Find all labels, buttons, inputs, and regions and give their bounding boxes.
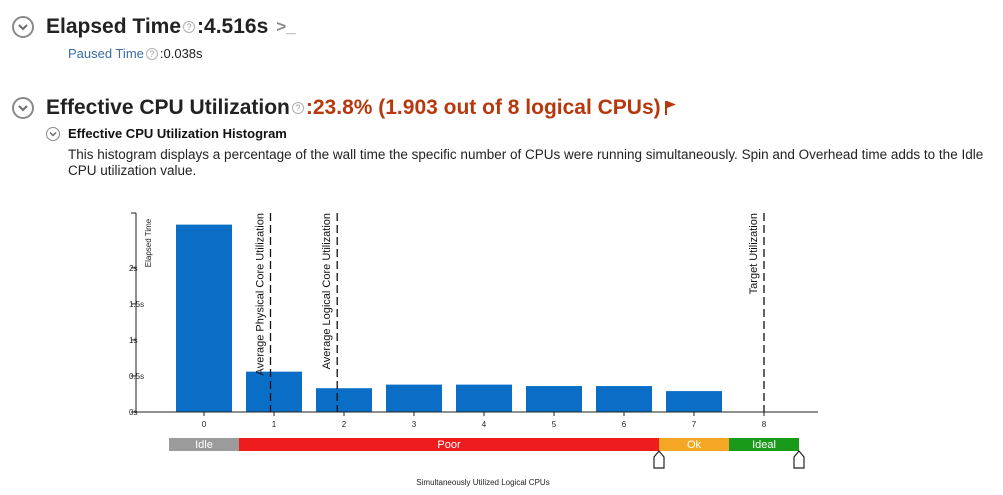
reference-line-label: Average Physical Core Utilization — [255, 213, 267, 375]
elapsed-time-title: Elapsed Time — [46, 15, 182, 38]
range-label: Poor — [437, 439, 461, 451]
elapsed-time-header: Elapsed Time ? : 4.516s >_ — [12, 15, 296, 39]
y-tick-label: 1s — [129, 336, 137, 345]
range-band-ok — [659, 438, 729, 451]
paused-time-value: 0.038s — [163, 46, 203, 61]
threshold-handle — [653, 450, 665, 469]
bar-cpu-0 — [176, 224, 232, 412]
range-band-poor — [239, 438, 659, 451]
x-tick-label: 3 — [412, 420, 417, 429]
range-label: Idle — [195, 439, 213, 451]
bar-cpu-1 — [246, 371, 302, 412]
effective-cpu-header: Effective CPU Utilization ? : 23.8% (1.9… — [12, 96, 678, 120]
y-axis-label: Elapsed Time — [144, 218, 153, 267]
paused-time-label[interactable]: Paused Time — [68, 46, 144, 61]
elapsed-separator: : — [197, 15, 205, 38]
effective-cpu-title: Effective CPU Utilization — [46, 96, 290, 119]
bar-cpu-3 — [386, 384, 442, 412]
y-tick-label: 1.5s — [129, 300, 144, 309]
bar-cpu-2 — [316, 388, 372, 412]
range-band-idle — [169, 438, 239, 451]
x-tick-label: 4 — [482, 420, 487, 429]
x-tick-label: 1 — [272, 420, 277, 429]
paused-time-row: Paused Time ? : 0.038s — [68, 46, 203, 61]
histogram-header: Effective CPU Utilization Histogram — [46, 126, 287, 141]
bar-cpu-7 — [666, 391, 722, 412]
collapse-elapsed-button[interactable] — [12, 16, 34, 38]
histogram-description: This histogram displays a percentage of … — [68, 147, 984, 178]
chevron-down-icon — [18, 105, 28, 112]
x-tick-label: 2 — [342, 420, 347, 429]
help-icon[interactable]: ? — [183, 21, 196, 33]
help-icon[interactable]: ? — [291, 102, 304, 114]
y-tick-label: 0s — [129, 408, 137, 417]
x-axis-label: Simultaneously Utilized Logical CPUs — [416, 478, 549, 487]
effective-separator: : — [305, 96, 313, 119]
x-tick-label: 8 — [762, 420, 767, 429]
threshold-handle — [793, 450, 805, 469]
range-label: Ideal — [752, 439, 776, 451]
x-tick-label: 5 — [552, 420, 557, 429]
reference-line-label: Average Logical Core Utilization — [321, 213, 333, 369]
chevron-down-icon — [49, 131, 57, 137]
x-tick-label: 6 — [622, 420, 627, 429]
flag-icon — [664, 101, 676, 115]
effective-cpu-value: 23.8% (1.903 out of 8 logical CPUs) — [312, 96, 661, 119]
reference-line-label: Target Utilization — [748, 213, 760, 294]
elapsed-time-value: 4.516s — [204, 15, 269, 38]
bar-cpu-4 — [456, 384, 512, 412]
range-label: Ok — [687, 439, 702, 451]
help-icon[interactable]: ? — [145, 47, 158, 60]
bar-cpu-6 — [596, 386, 652, 412]
collapse-histogram-button[interactable] — [46, 126, 60, 141]
paused-separator: : — [159, 46, 164, 61]
y-tick-label: 0.5s — [129, 372, 144, 381]
collapse-effective-button[interactable] — [12, 97, 34, 119]
y-tick-label: 2s — [129, 264, 137, 273]
x-tick-label: 0 — [202, 420, 207, 429]
histogram-title: Effective CPU Utilization Histogram — [68, 126, 287, 141]
chevron-down-icon — [18, 24, 28, 31]
bar-cpu-5 — [526, 386, 582, 412]
command-line-icon[interactable]: >_ — [276, 17, 296, 36]
x-tick-label: 7 — [692, 420, 697, 429]
range-band-ideal — [729, 438, 799, 451]
